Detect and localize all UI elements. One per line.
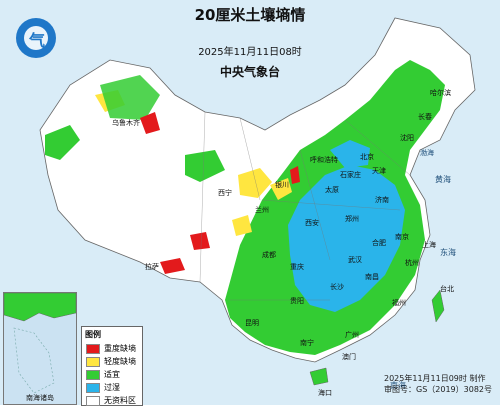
city-label-kunming: 昆明 xyxy=(245,319,259,327)
city-label-haikou: 海口 xyxy=(318,389,332,397)
city-label-taiyuan: 太原 xyxy=(325,186,339,194)
legend-title: 图例 xyxy=(85,330,101,339)
legend-item-suitable: 适宜 xyxy=(86,368,142,381)
region-mild-deficit-2 xyxy=(270,178,292,200)
region-mild-deficit-4 xyxy=(232,215,252,236)
city-label-yinchuan: 银川 xyxy=(275,181,289,189)
city-label-shenyang: 沈阳 xyxy=(400,134,414,142)
city-label-changsha: 长沙 xyxy=(330,283,344,291)
city-label-chengdu: 成都 xyxy=(262,251,276,259)
province-boundaries xyxy=(199,111,411,301)
sea-label-yellow: 黄海 xyxy=(435,174,451,184)
city-label-guangzhou: 广州 xyxy=(345,331,359,339)
legend-label-nodata: 无资料区 xyxy=(104,396,136,405)
legend-label-severe: 重度缺墒 xyxy=(104,344,136,353)
city-label-hohhot: 呼和浩特 xyxy=(310,156,338,164)
region-mild-deficit-1 xyxy=(238,168,272,198)
legend-item-wet: 过湿 xyxy=(86,381,142,394)
city-label-beijing: 北京 xyxy=(360,153,374,161)
inset-map xyxy=(4,293,76,394)
city-label-xian: 西安 xyxy=(305,219,319,227)
sea-label-east: 东海 xyxy=(440,247,456,257)
region-severe-deficit-4 xyxy=(290,166,300,184)
city-label-nanchang: 南昌 xyxy=(365,273,379,281)
city-label-hangzhou: 杭州 xyxy=(405,259,419,267)
south-china-sea-inset: 南海诸岛 xyxy=(3,292,77,405)
map-credit: 2025年11月11日09时 制作 审图号：GS（2019）3082号 xyxy=(384,373,492,395)
city-label-nanjing: 南京 xyxy=(395,233,409,241)
city-label-tianjin: 天津 xyxy=(372,167,386,175)
region-suitable-west-1 xyxy=(45,125,80,160)
region-severe-deficit-3 xyxy=(160,258,185,274)
credit-production-time: 2025年11月11日09时 制作 xyxy=(384,374,486,383)
taiwan-island xyxy=(431,289,445,323)
region-severe-deficit-1 xyxy=(140,112,160,134)
credit-approval-number: 审图号：GS（2019）3082号 xyxy=(384,385,492,394)
city-label-wuhan: 武汉 xyxy=(348,256,362,264)
city-label-nanning: 南宁 xyxy=(300,339,314,347)
city-label-changchun: 长春 xyxy=(418,113,432,121)
city-label-shanghai: 上海 xyxy=(422,241,436,249)
legend-swatch-nodata xyxy=(86,395,100,406)
sea-label-bohai: 渤海 xyxy=(420,148,434,157)
city-label-zhengzhou: 郑州 xyxy=(345,215,359,223)
city-label-urumqi: 乌鲁木齐 xyxy=(112,119,140,127)
legend-swatch-severe xyxy=(86,343,100,354)
region-wet-north xyxy=(330,140,370,168)
legend-item-mild: 轻度缺墒 xyxy=(86,355,142,368)
legend-label-suitable: 适宜 xyxy=(104,370,120,379)
city-label-hefei: 合肥 xyxy=(372,239,386,247)
city-label-shijiazhuang: 石家庄 xyxy=(340,171,361,179)
cma-logo-icon: 气 xyxy=(16,18,56,58)
city-label-taipei: 台北 xyxy=(440,285,454,293)
legend-item-severe: 重度缺墒 xyxy=(86,342,142,355)
sea-label-south: 南海 xyxy=(390,380,406,390)
city-label-harbin: 哈尔滨 xyxy=(430,89,451,97)
city-label-guiyang: 贵阳 xyxy=(290,297,304,305)
legend-label-wet: 过湿 xyxy=(104,383,120,392)
map-agency: 中央气象台 xyxy=(219,65,280,79)
legend-swatch-suitable xyxy=(86,369,100,380)
legend-item-nodata: 无资料区 xyxy=(86,394,142,407)
region-suitable-west-2 xyxy=(100,75,160,120)
city-label-chongqing: 重庆 xyxy=(290,263,304,271)
legend-swatch-mild xyxy=(86,356,100,367)
legend-label-mild: 轻度缺墒 xyxy=(104,357,136,366)
city-label-xining: 西宁 xyxy=(218,189,232,197)
city-label-lhasa: 拉萨 xyxy=(145,263,159,271)
city-label-fuzhou: 福州 xyxy=(392,299,406,307)
city-label-jinan: 济南 xyxy=(375,196,389,204)
city-label-macau: 澳门 xyxy=(342,353,356,361)
map-title: 20厘米土壤墒情 xyxy=(194,6,306,24)
legend-swatch-wet xyxy=(86,382,100,393)
city-label-lanzhou: 兰州 xyxy=(255,206,269,214)
inset-label: 南海诸岛 xyxy=(26,394,54,402)
region-wet xyxy=(288,165,405,312)
region-severe-deficit-2 xyxy=(190,232,210,250)
hainan-island xyxy=(309,367,329,386)
region-suitable-west-3 xyxy=(185,150,225,182)
map-legend: 图例 重度缺墒 轻度缺墒 适宜 过湿 无资料区 xyxy=(81,326,143,406)
map-time: 2025年11月11日08时 xyxy=(198,47,302,58)
